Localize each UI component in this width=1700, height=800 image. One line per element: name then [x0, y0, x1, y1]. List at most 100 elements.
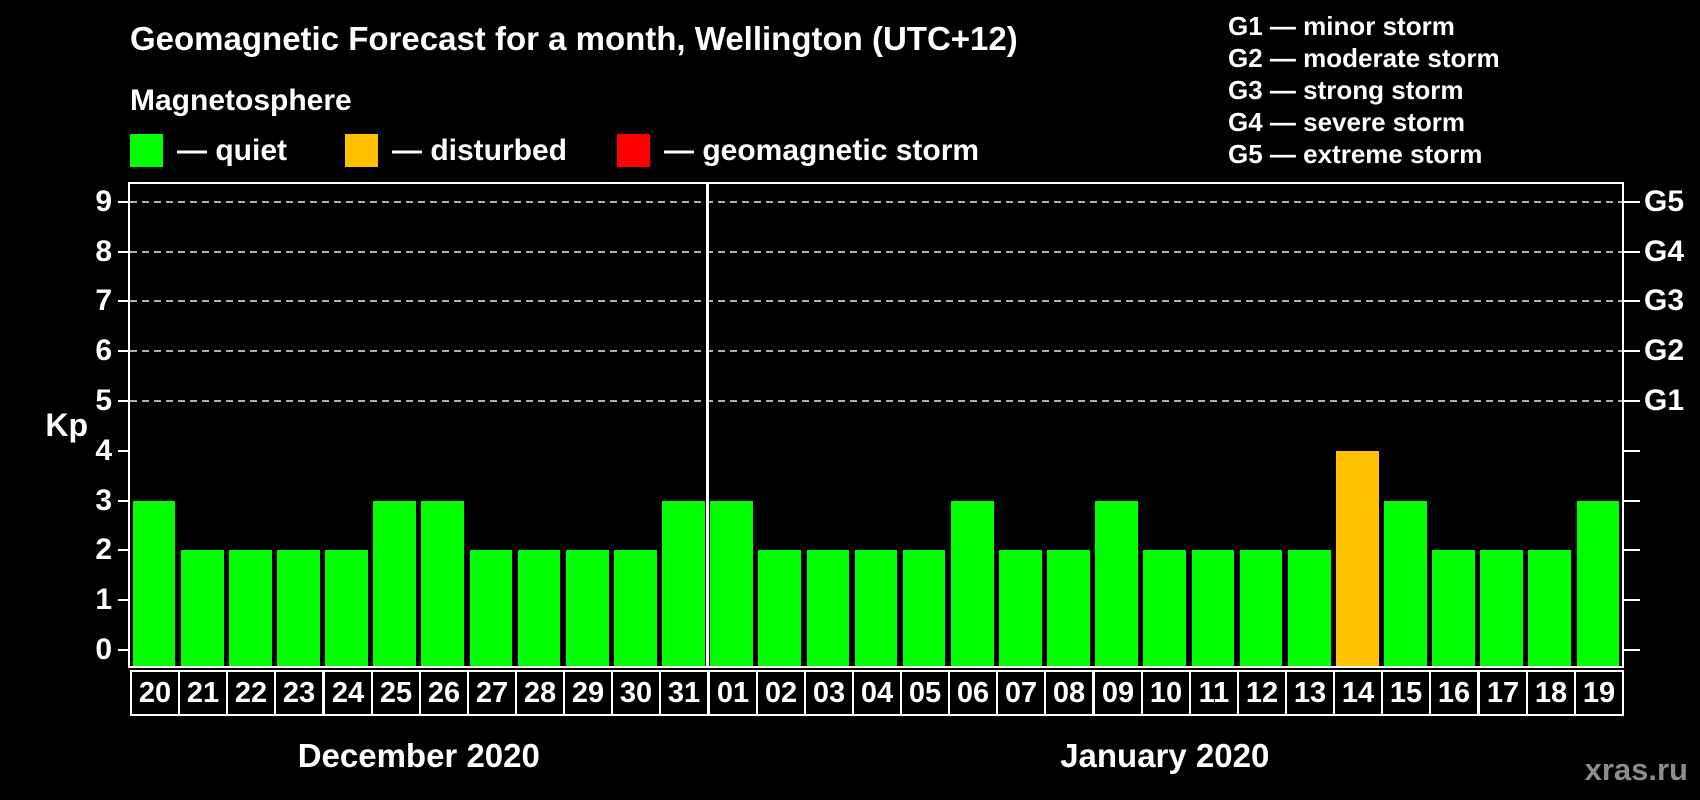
- right-tick-7: [1624, 300, 1640, 303]
- day-box-19: 19: [1574, 670, 1624, 716]
- day-box-31: 31: [659, 670, 709, 716]
- kp-bar-day-24: [325, 550, 368, 666]
- left-tick-7: [118, 300, 130, 303]
- y-tick-label-0: 0: [95, 633, 112, 666]
- legend-label-disturbed: — disturbed: [392, 134, 568, 167]
- left-tick-9: [118, 200, 130, 203]
- day-box-16: 16: [1429, 670, 1479, 716]
- right-tick-2: [1624, 549, 1640, 552]
- kp-bar-day-29: [565, 550, 609, 666]
- kp-bar-day-20: [132, 500, 176, 666]
- day-box-05: 05: [900, 670, 950, 716]
- day-box-10: 10: [1141, 670, 1191, 716]
- kp-bar-day-16: [1432, 550, 1475, 666]
- day-box-08: 08: [1044, 670, 1094, 716]
- left-tick-8: [118, 250, 130, 253]
- y-tick-label-6: 6: [95, 334, 112, 368]
- right-tick-8: [1624, 250, 1640, 253]
- gridline-kp5: [130, 400, 1622, 402]
- kp-status-legend: — quiet — disturbed — geomagnetic storm: [0, 134, 1700, 167]
- kp-bar-day-01: [710, 500, 753, 666]
- left-tick-0: [118, 649, 130, 651]
- day-box-21: 21: [178, 670, 228, 716]
- day-box-14: 14: [1333, 670, 1383, 716]
- day-box-28: 28: [515, 670, 565, 716]
- plot-frame: [128, 182, 1624, 668]
- kp-bar-day-08: [1047, 550, 1090, 666]
- kp-bar-day-13: [1287, 550, 1331, 666]
- y-tick-label-1: 1: [95, 583, 112, 617]
- kp-bar-day-09: [1095, 500, 1138, 666]
- y-tick-label-5: 5: [95, 384, 112, 417]
- gridline-kp8: [130, 250, 1622, 253]
- kp-bar-day-19: [1576, 500, 1620, 666]
- kp-bar-day-30: [613, 550, 657, 666]
- legend-swatch-quiet: [130, 134, 163, 167]
- day-box-30: 30: [611, 670, 661, 716]
- y-tick-label-7: 7: [95, 284, 112, 318]
- y-tick-label-9: 9: [95, 184, 112, 218]
- kp-bar-day-15: [1384, 500, 1427, 666]
- right-tick-3: [1624, 499, 1640, 502]
- kp-bar-day-21: [180, 550, 224, 666]
- gridline-kp7: [130, 300, 1622, 303]
- left-tick-6: [118, 350, 130, 353]
- day-box-13: 13: [1285, 670, 1335, 716]
- day-box-29: 29: [563, 670, 613, 716]
- day-box-25: 25: [371, 670, 421, 716]
- gridline-kp9: [130, 200, 1622, 203]
- kp-bar-day-10: [1143, 550, 1187, 666]
- y-axis-label: Kp: [45, 407, 88, 443]
- kp-bar-day-27: [469, 550, 513, 666]
- kp-bar-day-31: [662, 500, 705, 666]
- y-tick-label-4: 4: [95, 433, 112, 467]
- kp-bar-day-22: [228, 550, 272, 666]
- y-tick-label-2: 2: [95, 533, 112, 567]
- kp-bar-day-14: [1335, 450, 1379, 666]
- day-box-02: 02: [756, 670, 806, 716]
- left-tick-5: [118, 400, 130, 402]
- day-box-09: 09: [1093, 670, 1143, 716]
- kp-bar-day-04: [854, 550, 898, 666]
- left-tick-2: [118, 549, 130, 552]
- kp-bar-day-25: [373, 500, 417, 666]
- g-legend-line: G2 — moderate storm: [1228, 43, 1500, 73]
- right-tick-4: [1624, 449, 1640, 452]
- month-divider: [706, 184, 710, 666]
- day-box-23: 23: [274, 670, 324, 716]
- y-tick-label-8: 8: [95, 234, 112, 268]
- kp-bar-day-11: [1191, 550, 1235, 666]
- g-legend-line: G1 — minor storm: [1228, 11, 1455, 41]
- g-tick-label-G1: G1: [1644, 384, 1685, 417]
- kp-bar-day-07: [999, 550, 1042, 666]
- left-tick-4: [118, 449, 130, 452]
- g-tick-label-G2: G2: [1644, 334, 1685, 368]
- day-box-03: 03: [804, 670, 854, 716]
- magnetosphere-label: Magnetosphere: [130, 84, 352, 117]
- kp-bar-day-06: [950, 500, 994, 666]
- g-tick-label-G3: G3: [1644, 284, 1685, 318]
- kp-bar-day-26: [421, 500, 465, 666]
- right-tick-1: [1624, 599, 1640, 602]
- g-tick-label-G5: G5: [1644, 184, 1685, 218]
- right-tick-0: [1624, 649, 1640, 651]
- month-label: December 2020: [297, 737, 540, 774]
- legend-swatch-disturbed: [345, 134, 378, 167]
- day-box-04: 04: [852, 670, 902, 716]
- kp-bar-day-23: [277, 550, 320, 666]
- g-tick-label-G4: G4: [1644, 234, 1685, 268]
- day-box-06: 06: [948, 670, 998, 716]
- right-tick-6: [1624, 350, 1640, 353]
- g-legend-line: G5 — extreme storm: [1228, 139, 1483, 169]
- day-box-20: 20: [130, 670, 180, 716]
- day-box-24: 24: [323, 670, 373, 716]
- day-box-11: 11: [1189, 670, 1239, 716]
- kp-bar-day-17: [1480, 550, 1524, 666]
- day-box-15: 15: [1381, 670, 1431, 716]
- legend-label-quiet: — quiet: [177, 134, 287, 167]
- kp-bar-day-05: [902, 550, 946, 666]
- legend-swatch-geomagnetic-storm: [617, 134, 650, 167]
- day-box-12: 12: [1237, 670, 1287, 716]
- left-tick-1: [118, 599, 130, 602]
